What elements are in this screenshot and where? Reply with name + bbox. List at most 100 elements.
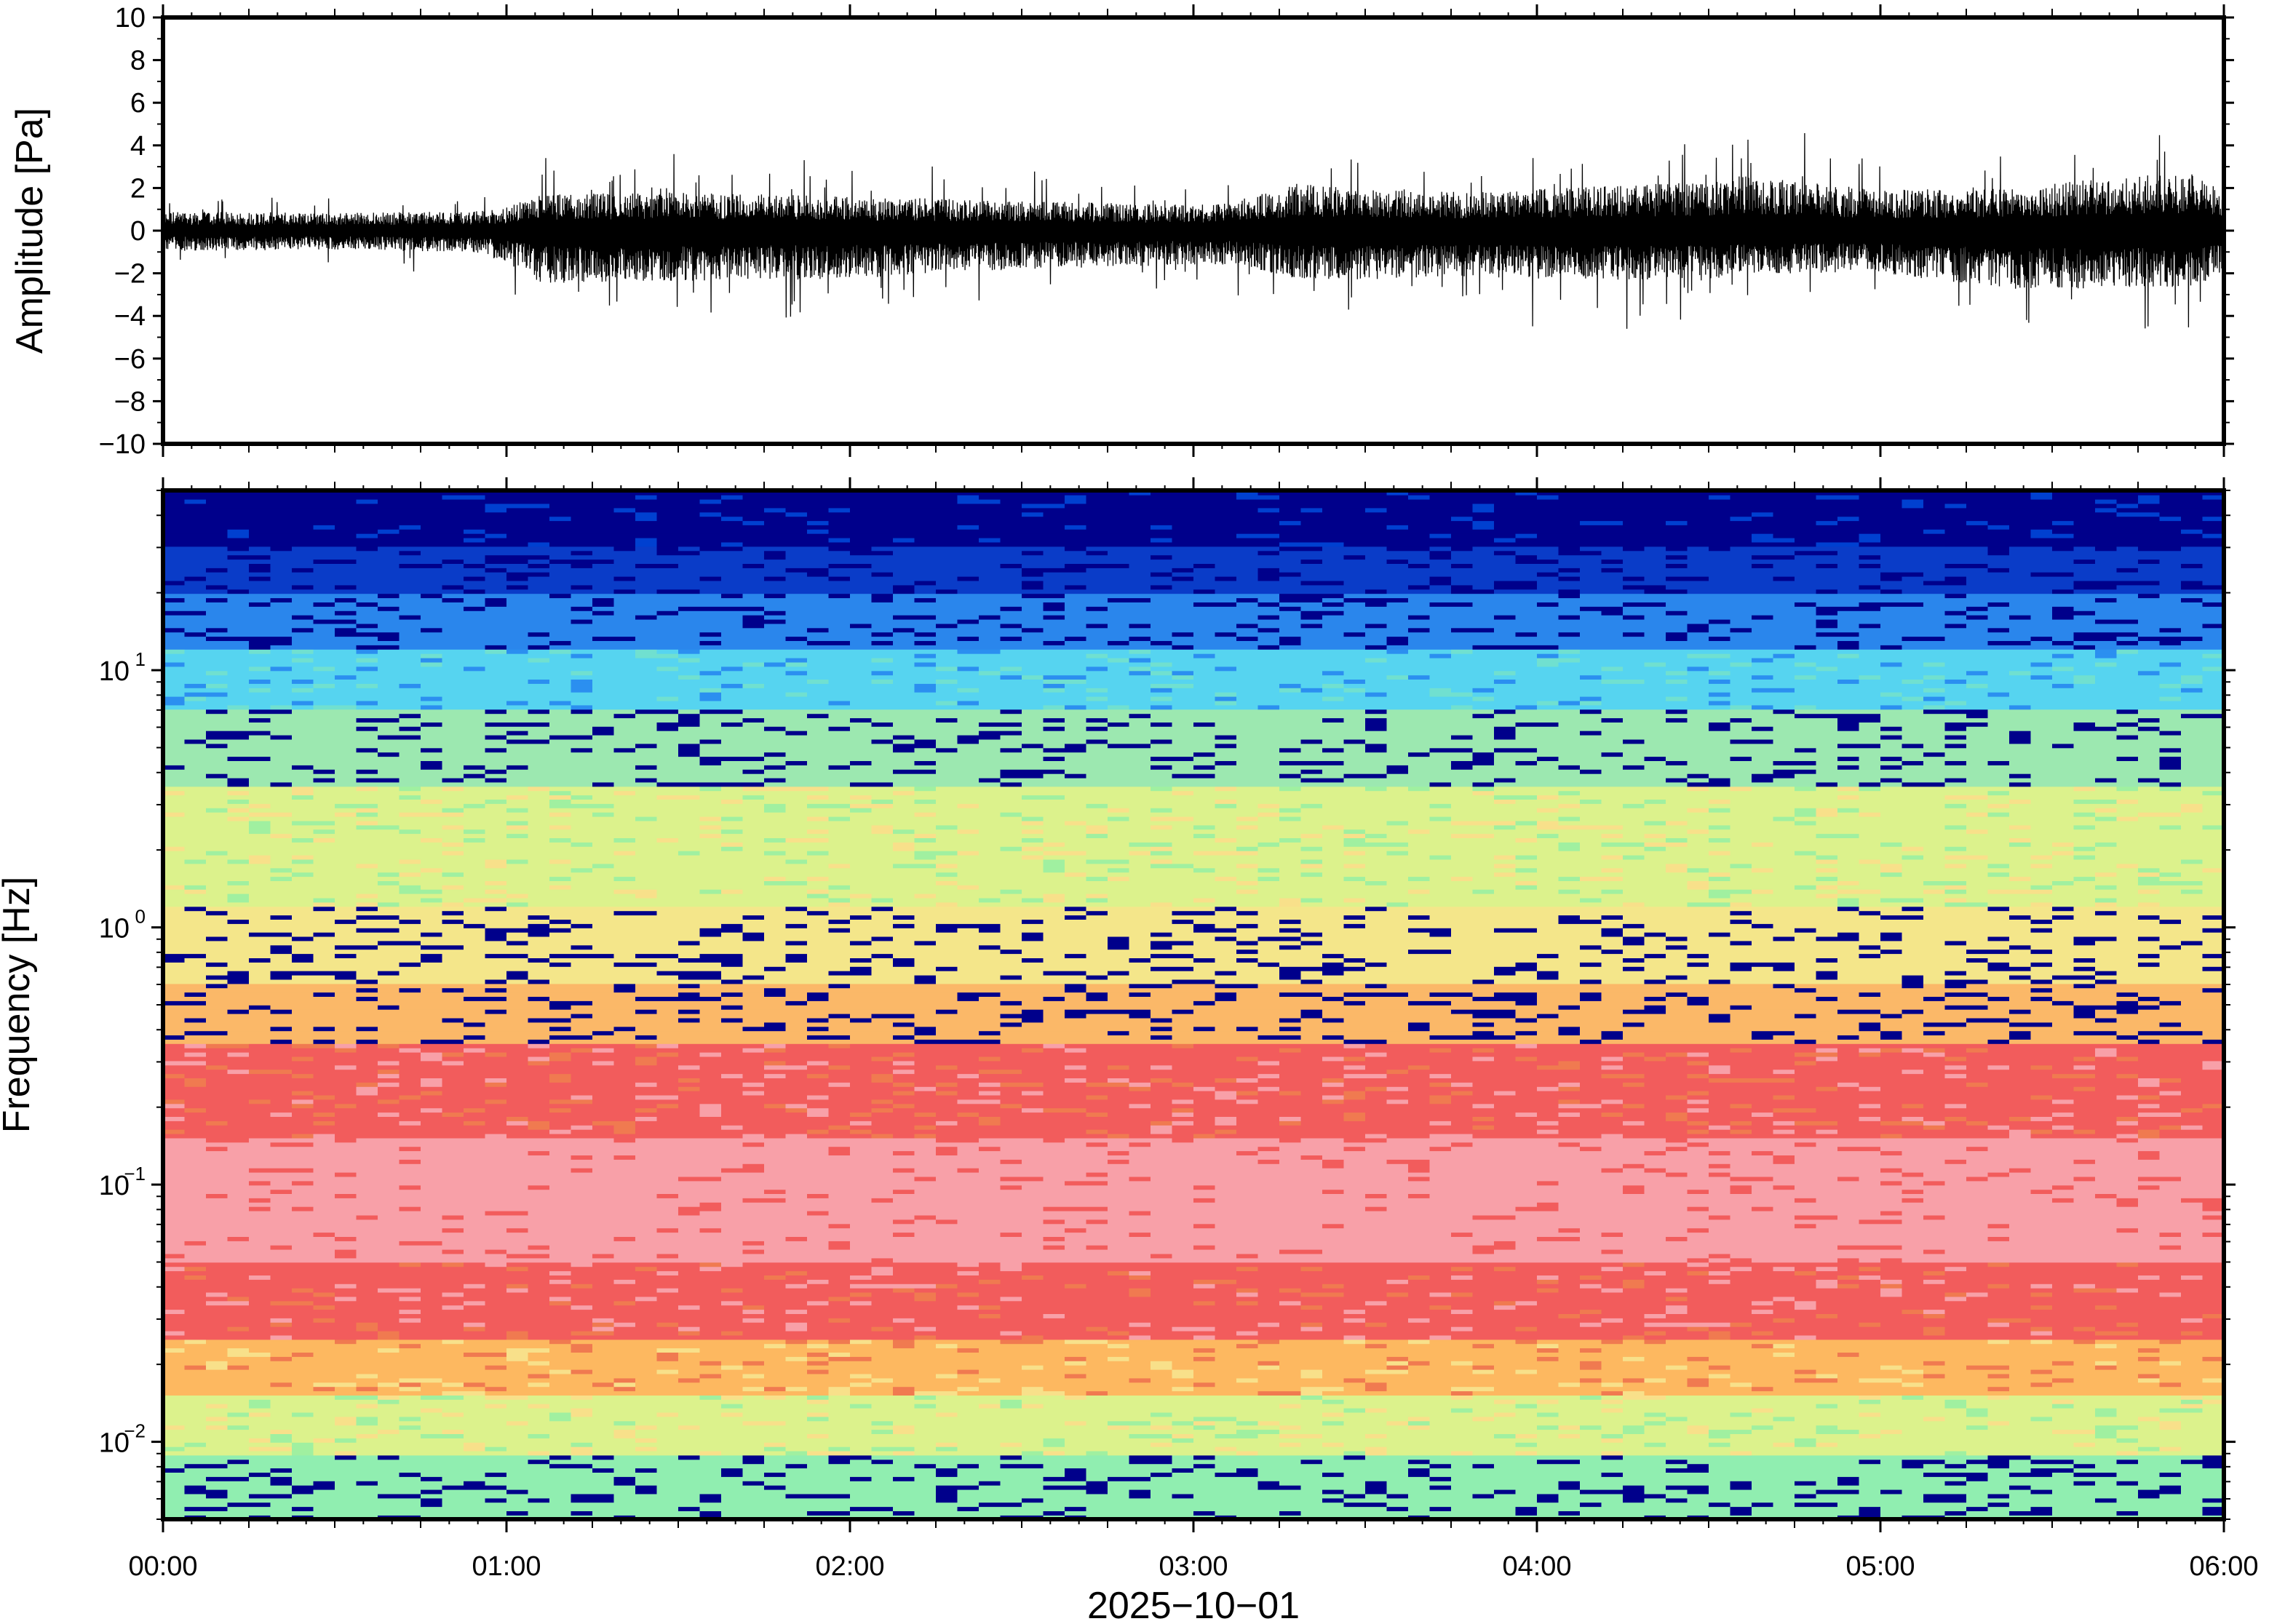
- waveform-y-tick-label: 4: [130, 131, 146, 162]
- spectrogram-cell: [335, 820, 357, 826]
- spectrogram-cell: [421, 503, 443, 509]
- spectrogram-cell: [292, 512, 314, 517]
- spectrogram-cell: [292, 824, 314, 830]
- spectrogram-cell: [442, 704, 464, 710]
- spectrogram-cell: [378, 1129, 400, 1134]
- spectrogram-cell: [571, 541, 593, 547]
- spectrogram-cell: [549, 1159, 572, 1164]
- spectrogram-cell: [442, 1468, 464, 1473]
- spectrogram-cell: [442, 730, 464, 736]
- spectrogram-cell: [421, 1043, 443, 1048]
- spectrogram-cell: [163, 893, 186, 899]
- spectrogram-cell: [464, 1232, 486, 1237]
- spectrogram-cell: [464, 1051, 486, 1057]
- spectrogram-cell: [421, 1463, 443, 1469]
- spectrogram-cell: [292, 589, 314, 594]
- spectrogram-cell: [571, 996, 593, 1001]
- spectrogram-cell: [313, 580, 335, 586]
- spectrogram-cell: [292, 1420, 314, 1426]
- spectrogram-cell: [421, 1210, 443, 1216]
- spectrogram-cell: [549, 632, 572, 637]
- spectrogram-cell: [506, 974, 529, 980]
- spectrogram-cell: [206, 773, 229, 779]
- spectrogram-cell: [206, 893, 229, 899]
- spectrogram-cell: [378, 546, 400, 552]
- spectrogram-cell: [571, 1420, 593, 1426]
- spectrogram-cell: [378, 781, 400, 787]
- spectrogram-cell: [485, 593, 507, 599]
- spectrogram-cell: [485, 739, 507, 744]
- spectrogram-cell: [356, 1112, 378, 1117]
- spectrogram-cell: [549, 790, 572, 796]
- spectrogram-cell: [270, 614, 293, 620]
- spectrogram-cell: [378, 1343, 400, 1349]
- spectrogram-cell: [335, 854, 357, 860]
- spectrogram-cell: [399, 512, 421, 517]
- spectrogram-cell: [485, 503, 507, 509]
- spectrogram-cell: [292, 1416, 314, 1422]
- spectrogram-cell: [206, 1116, 229, 1121]
- spectrogram-cell: [464, 546, 486, 552]
- spectrogram-cell: [184, 679, 207, 684]
- spectrogram-cell: [270, 1481, 293, 1486]
- spectrogram-cell: [270, 876, 293, 881]
- spectrogram-cell: [270, 1133, 293, 1139]
- spectrogram-cell: [571, 1017, 593, 1023]
- spectrogram-cell: [270, 859, 293, 864]
- spectrogram-cell: [356, 1275, 378, 1280]
- spectrogram-cell: [399, 1051, 421, 1057]
- spectrogram-cell: [506, 1137, 529, 1143]
- spectrogram-cell: [571, 795, 593, 800]
- spectrogram-cell: [442, 618, 464, 624]
- spectrogram-cell: [163, 885, 186, 890]
- spectrogram-cell: [485, 1125, 507, 1130]
- spectrogram-cell: [506, 1086, 529, 1091]
- spectrogram-cell: [464, 987, 486, 993]
- spectrogram-cell: [464, 1497, 486, 1503]
- spectrogram-cell: [313, 1121, 335, 1126]
- spectrogram-cell: [464, 958, 486, 963]
- spectrogram-cell: [528, 760, 550, 765]
- spectrogram-cell: [464, 824, 486, 830]
- spectrogram-cell: [163, 803, 186, 808]
- spectrogram-cell: [571, 1150, 593, 1155]
- spectrogram-cell: [335, 1227, 357, 1233]
- spectrogram-cell: [549, 1348, 572, 1353]
- spectrogram-cell: [485, 966, 507, 971]
- spectrogram-cell: [378, 1051, 400, 1057]
- spectrogram-cell: [292, 1322, 314, 1327]
- spectrogram-cell: [249, 919, 271, 924]
- spectrogram-cell: [163, 1377, 186, 1383]
- spectrogram-cell: [421, 915, 443, 920]
- spectrogram-cell: [292, 765, 314, 770]
- spectrogram-cell: [485, 1287, 507, 1293]
- spectrogram-cell: [571, 739, 593, 744]
- spectrogram-cell: [399, 992, 421, 997]
- spectrogram-cell: [313, 1425, 335, 1430]
- waveform-y-tick-label: 10: [115, 3, 146, 33]
- spectrogram-cell: [421, 525, 443, 530]
- spectrogram-cell: [227, 1270, 250, 1275]
- spectrogram-cell: [163, 897, 186, 903]
- spectrogram-cell: [163, 1176, 186, 1182]
- spectrogram-cell: [163, 1493, 186, 1499]
- spectrogram-cell: [528, 670, 550, 676]
- spectrogram-cell: [528, 533, 550, 538]
- spectrogram-cell: [528, 1339, 550, 1345]
- spectrogram-cell: [442, 632, 464, 637]
- spectrogram-cell: [549, 1008, 572, 1014]
- spectrogram-cell: [227, 1446, 250, 1452]
- spectrogram-cell: [485, 1069, 507, 1075]
- spectrogram-cell: [292, 752, 314, 757]
- spectrogram-cell: [335, 885, 357, 890]
- spectrogram-cell: [313, 760, 335, 765]
- spectrogram-cell: [356, 1189, 378, 1194]
- spectrogram-cell: [356, 923, 378, 928]
- spectrogram-cell: [184, 1051, 207, 1057]
- spectrogram-cell: [184, 584, 207, 590]
- spectrogram-cell: [378, 683, 400, 688]
- spectrogram-cell: [506, 872, 529, 877]
- spectrogram-cell: [206, 1146, 229, 1152]
- spectrogram-cell: [292, 516, 314, 522]
- spectrogram-cell: [464, 944, 486, 950]
